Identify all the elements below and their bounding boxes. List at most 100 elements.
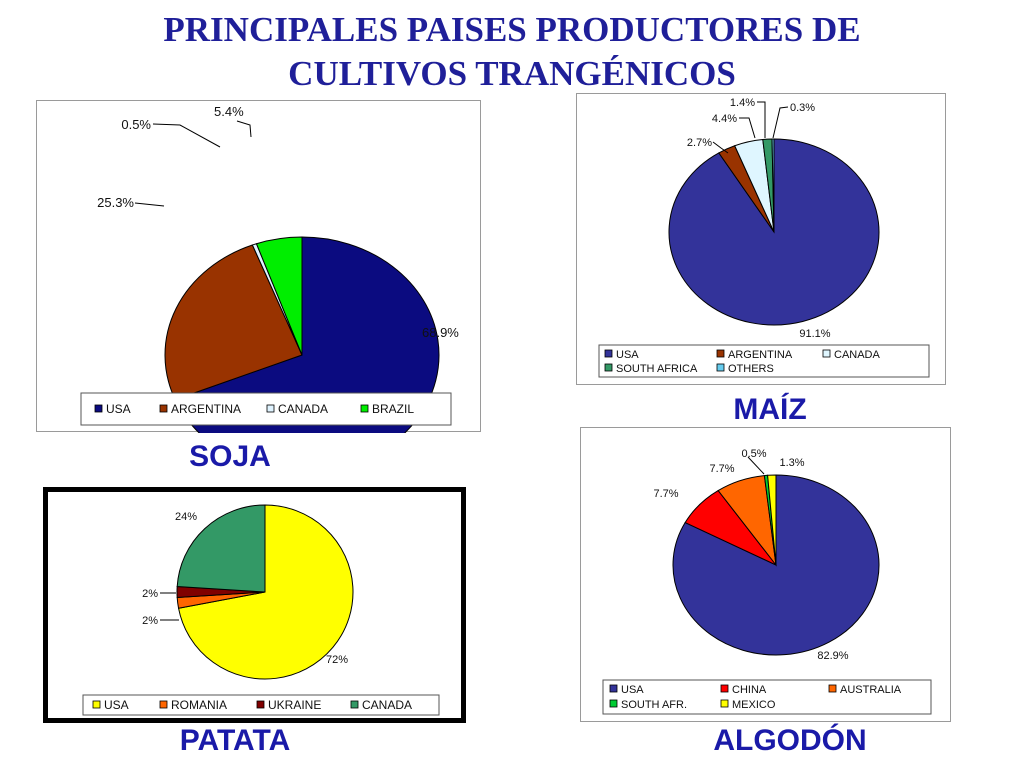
data-label-ukraine: 2% <box>142 588 158 600</box>
data-label-romania: 2% <box>142 615 158 627</box>
data-label-usa: 68.9% <box>422 325 459 340</box>
leader-line-canada <box>152 123 221 148</box>
pie-chart-soja: 68.9% 25.3% 0.5% 5.4% USA ARGENTINA CANADA BRAZ… <box>80 104 459 433</box>
data-label-south-africa: 1.4% <box>730 97 755 109</box>
legend-label: UKRAINE <box>268 698 321 712</box>
legend-swatch <box>159 700 168 709</box>
legend-label: CANADA <box>278 402 328 416</box>
caption-patata: PATATA <box>179 724 291 757</box>
data-label-usa: 82.9% <box>817 650 848 662</box>
legend-label: USA <box>106 402 131 416</box>
pie-slices-soja <box>164 236 440 433</box>
data-label-china: 7.7% <box>653 488 678 500</box>
pie-slice-mexico <box>767 474 777 566</box>
data-label-usa: 91.1% <box>799 328 830 340</box>
legend-item-usa: USA <box>609 684 644 696</box>
leader-line-canada <box>739 117 756 139</box>
legend-swatch <box>609 684 618 693</box>
pie-chart-patata: 72% 2% 2% 24% USA ROMANIA UKRAINE CANADA <box>82 504 440 716</box>
legend-label: ARGENTINA <box>728 349 793 361</box>
legend-item-argentina: ARGENTINA <box>716 349 793 361</box>
legend-label: ARGENTINA <box>171 402 241 416</box>
data-label-canada: 0.5% <box>121 117 151 132</box>
legend-label: USA <box>621 684 644 696</box>
chart-panel-soja: 68.9% 25.3% 0.5% 5.4% USA ARGENTINA CANADA BRAZ… <box>36 100 481 433</box>
legend-item-usa: USA <box>604 349 639 361</box>
legend-swatch <box>360 404 369 413</box>
legend-item-canada: CANADA <box>822 349 881 361</box>
legend-item-romania: ROMANIA <box>159 698 227 712</box>
legend-maiz: USA ARGENTINA CANADA SOUTH AFRICA OTHERS <box>598 344 930 378</box>
data-label-canada: 24% <box>175 511 197 523</box>
legend-label: CANADA <box>834 349 881 361</box>
data-label-argentina: 2.7% <box>687 137 712 149</box>
data-label-argentina: 25.3% <box>97 195 134 210</box>
legend-label: CANADA <box>362 698 412 712</box>
legend-swatch <box>604 349 613 358</box>
page-title: PRINCIPALES PAISES PRODUCTORES DE CULTIV… <box>0 8 1024 96</box>
leader-line-argentina <box>134 202 165 207</box>
pie-slices-patata <box>176 504 354 680</box>
legend-patata: USA ROMANIA UKRAINE CANADA <box>82 694 440 716</box>
legend-item-south-afr: SOUTH AFR. <box>609 699 687 711</box>
pie-slice-others <box>771 138 775 233</box>
pie-chart-algodon: 82.9% 7.7% 7.7% 0.5% 1.3% USA CHINA AUSTRALIA SO… <box>602 448 932 715</box>
legend-label: MEXICO <box>732 699 776 711</box>
legend-swatch <box>92 700 101 709</box>
legend-soja: USA ARGENTINA CANADA BRAZIL <box>80 392 452 426</box>
chart-panel-maiz: 91.1% 2.7% 4.4% 1.4% 0.3% USA ARGENTINA CANADA S… <box>576 93 946 385</box>
pie-slices-algodon <box>672 474 880 656</box>
legend-swatch <box>720 684 729 693</box>
pie-slice-brazil <box>255 236 303 356</box>
legend-item-usa: USA <box>94 402 131 416</box>
legend-label: USA <box>616 349 639 361</box>
legend-item-south-africa: SOUTH AFRICA <box>604 363 698 375</box>
legend-box <box>80 392 452 426</box>
data-label-canada: 4.4% <box>712 113 737 125</box>
legend-swatch <box>256 700 265 709</box>
legend-swatch <box>716 349 725 358</box>
legend-label: USA <box>104 698 129 712</box>
title-line-2: CULTIVOS TRANGÉNICOS <box>288 54 736 93</box>
pie-chart-maiz: 91.1% 2.7%4.4% 1.4% 0.3% USA ARGENTINA CANADA S… <box>598 97 930 378</box>
chart-panel-algodon: 82.9% 7.7% 7.7% 0.5% 1.3% USA CHINA AUSTRALIA SO… <box>580 427 951 722</box>
legend-item-argentina: ARGENTINA <box>159 402 241 416</box>
caption-soja: SOJA <box>189 440 271 473</box>
legend-swatch <box>266 404 275 413</box>
legend-item-ukraine: UKRAINE <box>256 698 321 712</box>
legend-swatch <box>716 363 725 372</box>
legend-swatch <box>94 404 103 413</box>
legend-label: SOUTH AFR. <box>621 699 687 711</box>
legend-swatch <box>350 700 359 709</box>
legend-label: SOUTH AFRICA <box>616 363 698 375</box>
title-line-1: PRINCIPALES PAISES PRODUCTORES DE <box>163 10 861 49</box>
legend-swatch <box>828 684 837 693</box>
data-label-mexico: 1.3% <box>779 457 804 469</box>
legend-label: OTHERS <box>728 363 774 375</box>
legend-swatch <box>609 699 618 708</box>
leader-line-brazil <box>236 120 252 138</box>
data-label-south-afr: 0.5% <box>741 448 766 460</box>
legend-label: CHINA <box>732 684 767 696</box>
data-label-brazil: 5.4% <box>214 104 244 119</box>
legend-label: AUSTRALIA <box>840 684 902 696</box>
legend-swatch <box>822 349 831 358</box>
legend-algodon: USA CHINA AUSTRALIA SOUTH AFR. MEXICO <box>602 679 932 715</box>
legend-label: BRAZIL <box>372 402 414 416</box>
data-label-usa: 72% <box>326 654 348 666</box>
data-label-australia: 7.7% <box>709 463 734 475</box>
caption-maiz: MAÍZ <box>733 393 807 426</box>
legend-item-mexico: MEXICO <box>720 699 776 711</box>
pie-slices-maiz <box>668 138 880 326</box>
legend-label: ROMANIA <box>171 698 227 712</box>
legend-swatch <box>720 699 729 708</box>
pie-slice-usa <box>177 504 354 680</box>
leader-line-others <box>772 106 789 139</box>
legend-item-canada: CANADA <box>266 402 328 416</box>
leader-line-argentina <box>712 141 729 154</box>
legend-item-china: CHINA <box>720 684 767 696</box>
legend-swatch <box>604 363 613 372</box>
legend-box <box>598 344 930 378</box>
legend-item-canada: CANADA <box>350 698 412 712</box>
chart-panel-patata: 72% 2% 2% 24% USA ROMANIA UKRAINE CANADA <box>43 487 466 723</box>
